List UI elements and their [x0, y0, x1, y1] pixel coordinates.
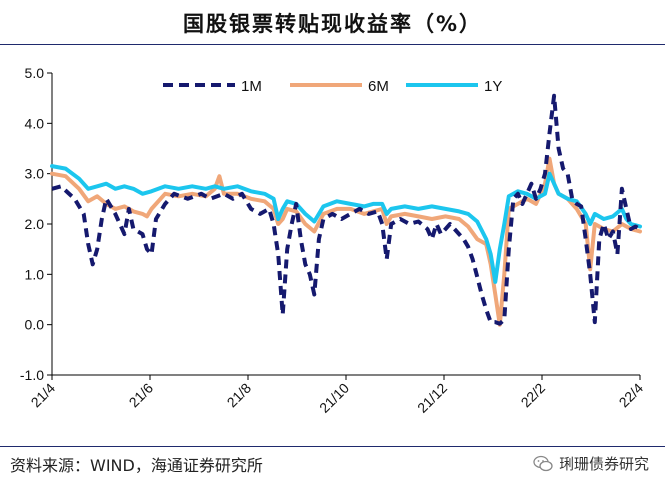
x-tick-label: 21/4 — [28, 380, 59, 411]
series-line-6m — [50, 156, 642, 327]
bottom-rule — [0, 446, 665, 447]
y-tick-label: 0.0 — [25, 317, 45, 333]
line-chart: 5.0 4.0 3.0 2.0 1.0 0.0 -1.021/4 21/6 21/8 21/10 2… — [20, 65, 647, 416]
x-tick-label: 21/12 — [414, 380, 450, 416]
series-line-1m — [51, 93, 641, 326]
y-tick-label: 4.0 — [25, 115, 45, 131]
y-tick-label: 3.0 — [25, 166, 45, 182]
y-tick-label: -1.0 — [20, 367, 44, 383]
x-tick-label: 22/4 — [616, 380, 647, 411]
wechat-icon — [533, 455, 553, 471]
x-tick-label: 21/8 — [224, 380, 255, 411]
brand-watermark: 琍珊债券研究 — [533, 453, 649, 474]
x-tick-label: 21/10 — [316, 380, 352, 416]
legend-label-1y: 1Y — [484, 78, 502, 95]
legend-label-1m: 1M — [241, 78, 262, 95]
y-tick-label: 2.0 — [25, 216, 45, 232]
source-note: 资料来源：WIND，海通证券研究所 — [10, 456, 263, 475]
chart-title: 国股银票转贴现收益率（%） — [182, 12, 483, 36]
x-tick-label: 21/6 — [126, 380, 157, 411]
top-rule — [0, 44, 665, 45]
series-line-1y — [50, 164, 642, 284]
y-tick-label: 1.0 — [25, 266, 45, 282]
y-tick-label: 5.0 — [25, 65, 45, 81]
x-tick-label: 22/2 — [518, 380, 549, 411]
legend-label-6m: 6M — [368, 78, 389, 95]
brand-text: 琍珊债券研究 — [558, 455, 649, 473]
